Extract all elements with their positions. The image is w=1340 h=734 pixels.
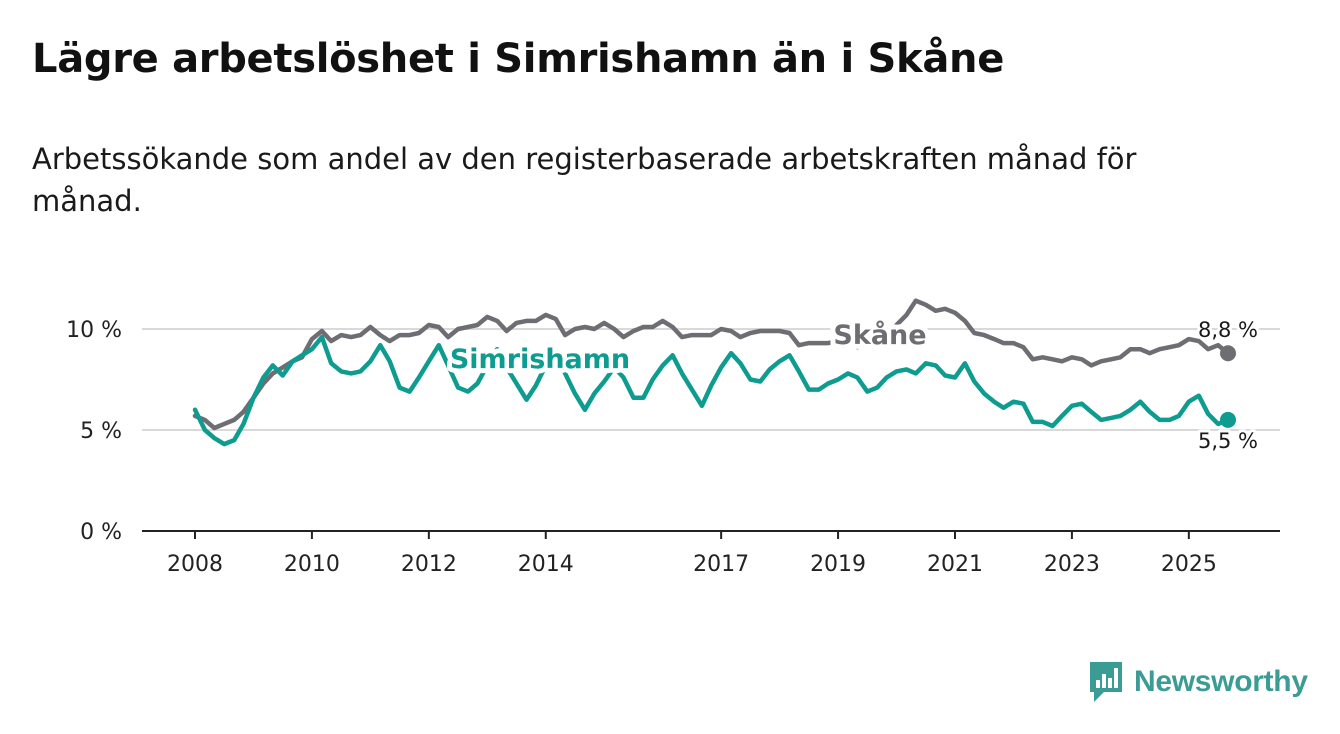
brand-name: Newsworthy [1134, 665, 1308, 698]
series-label-halo: Skåne [833, 319, 926, 351]
x-tick-label: 2017 [693, 552, 749, 577]
chart-subtitle: Arbetssökande som andel av den registerb… [32, 142, 1137, 218]
series-end-point [1220, 411, 1236, 428]
x-tick-label: 2014 [518, 552, 574, 577]
x-tick-label: 2025 [1161, 552, 1217, 577]
x-tick-label: 2012 [401, 552, 457, 577]
x-tick-label: 2010 [284, 552, 340, 577]
x-tick-label: 2023 [1044, 552, 1100, 577]
brand-logo: Newsworthy [1088, 660, 1308, 704]
series-label-0: Skåne [833, 319, 926, 351]
end-value-label: 8,8 % [1198, 318, 1258, 342]
y-tick-label: 10 % [66, 318, 122, 343]
series-label-halo: Simrishamn [450, 344, 630, 375]
x-tick-label: 2021 [927, 552, 983, 577]
y-tick-label: 5 % [80, 419, 122, 444]
series-label-1: Simrishamn [450, 344, 630, 375]
end-label-halo: 5,5 % [1198, 429, 1258, 453]
newsworthy-logo-icon [1090, 662, 1122, 702]
end-label-halo: 8,8 % [1198, 318, 1258, 342]
x-tick-label: 2008 [167, 552, 223, 577]
series-end-point [1220, 345, 1236, 362]
series-line-skane [192, 298, 1231, 431]
x-tick-label: 2019 [810, 552, 866, 577]
chart-title: Lägre arbetslöshet i Simrishamn än i Skå… [32, 36, 1005, 82]
series-line-simrishamn [192, 334, 1231, 447]
y-tick-label: 0 % [80, 520, 122, 545]
end-value-label: 5,5 % [1198, 429, 1258, 453]
